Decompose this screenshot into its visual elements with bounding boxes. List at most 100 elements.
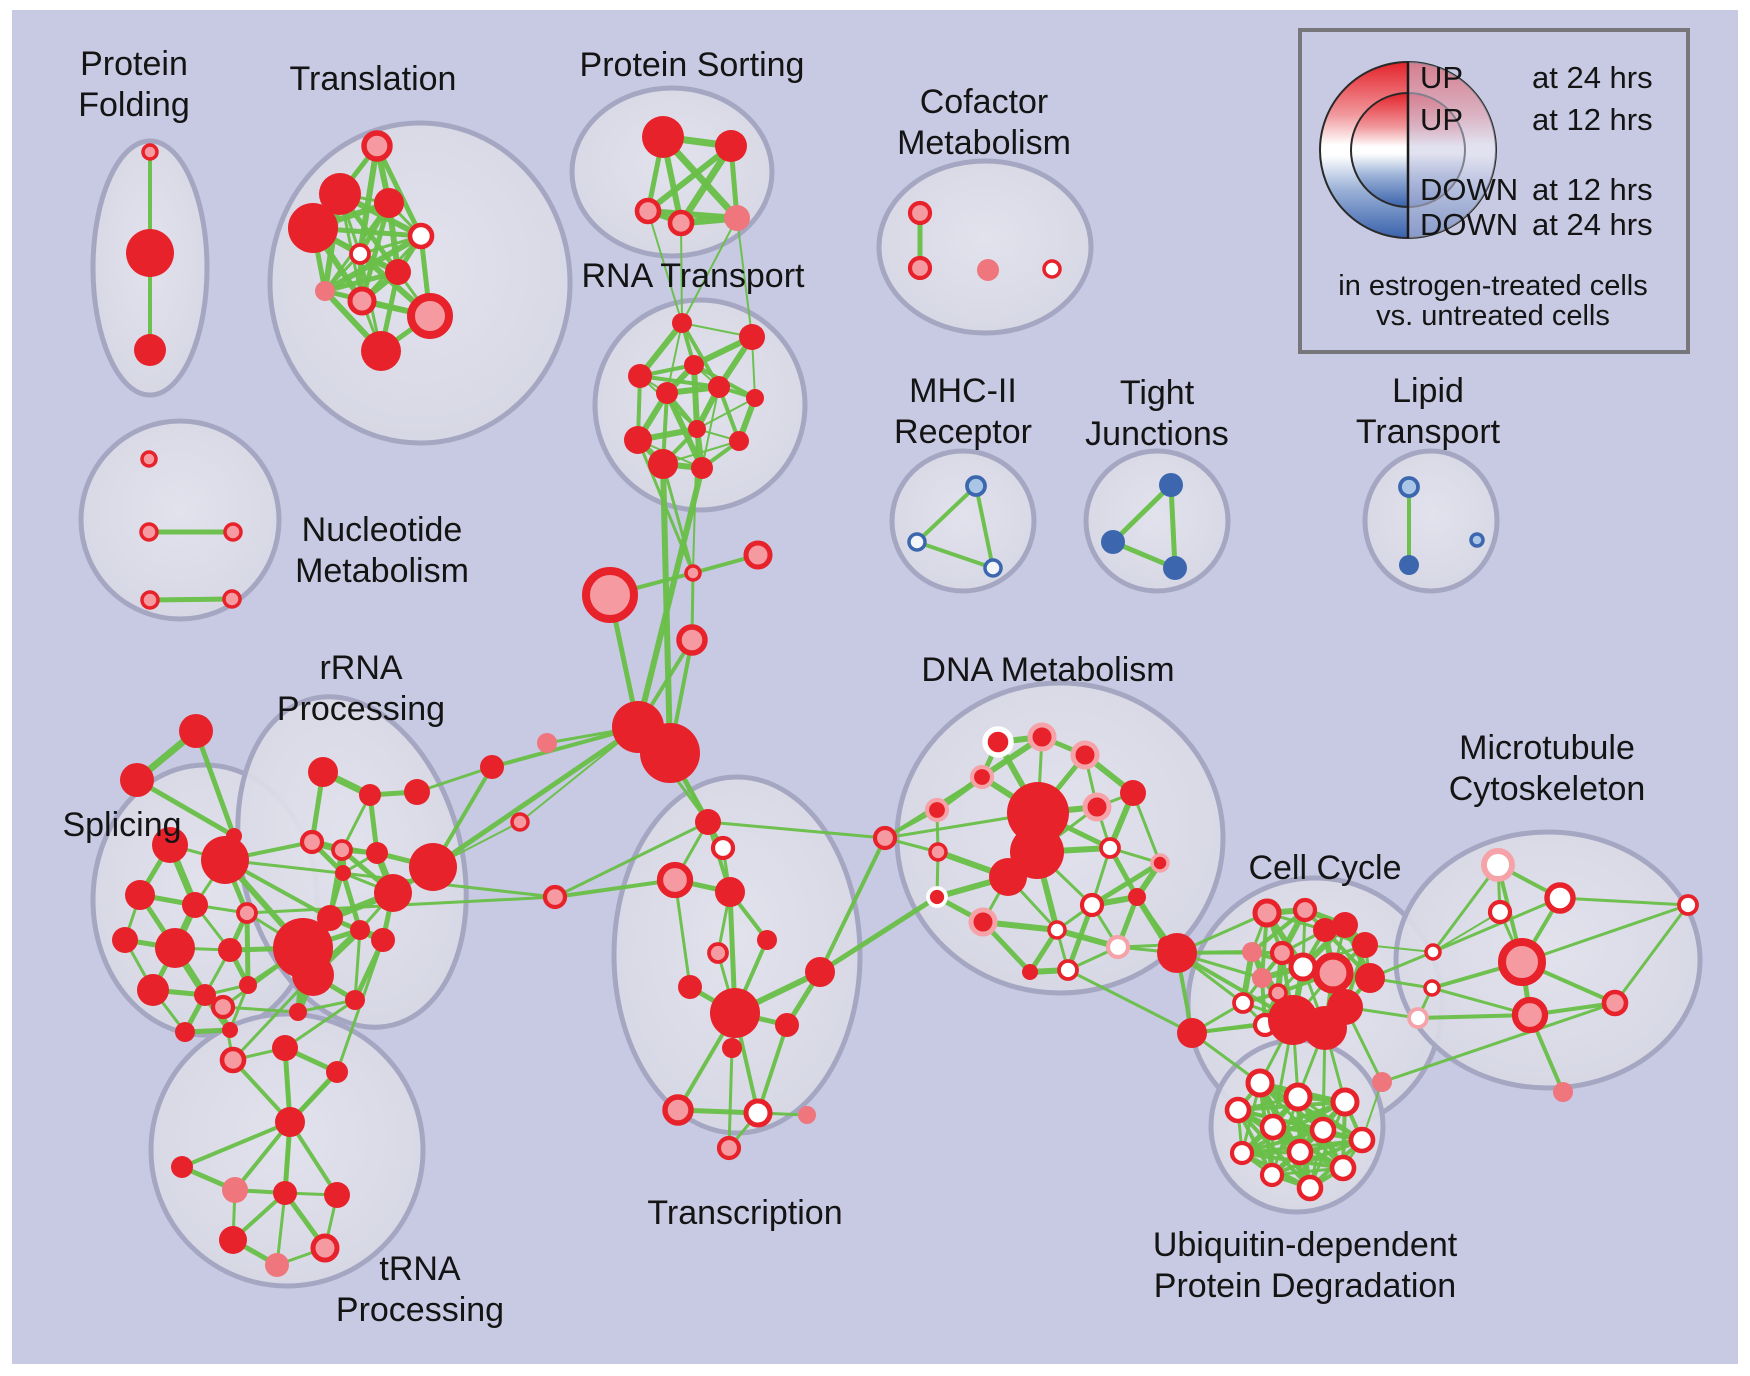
network-node[interactable]: [366, 842, 388, 864]
network-node[interactable]: [965, 475, 987, 497]
network-node[interactable]: [1332, 912, 1358, 938]
network-node[interactable]: [1601, 989, 1629, 1017]
network-node[interactable]: [656, 861, 694, 899]
network-node[interactable]: [907, 200, 933, 226]
network-node[interactable]: [1355, 963, 1385, 993]
network-node[interactable]: [1082, 792, 1112, 822]
network-node[interactable]: [179, 714, 213, 748]
network-node[interactable]: [743, 1098, 773, 1128]
network-node[interactable]: [292, 954, 334, 996]
network-node[interactable]: [359, 784, 381, 806]
network-node[interactable]: [140, 450, 158, 468]
network-node[interactable]: [969, 764, 995, 790]
network-node[interactable]: [1348, 1126, 1376, 1154]
network-node[interactable]: [1047, 920, 1067, 940]
network-node[interactable]: [1079, 892, 1105, 918]
network-node[interactable]: [648, 449, 678, 479]
network-node[interactable]: [1553, 1082, 1573, 1102]
network-node[interactable]: [194, 984, 216, 1006]
network-node[interactable]: [739, 324, 765, 350]
network-node[interactable]: [542, 884, 568, 910]
network-node[interactable]: [710, 988, 760, 1038]
network-node[interactable]: [222, 1177, 248, 1203]
network-node[interactable]: [324, 1182, 350, 1208]
network-node[interactable]: [140, 590, 160, 610]
network-node[interactable]: [134, 334, 166, 366]
network-node[interactable]: [983, 558, 1003, 578]
network-node[interactable]: [1309, 1116, 1337, 1144]
network-node[interactable]: [977, 259, 999, 281]
network-node[interactable]: [152, 827, 188, 863]
network-node[interactable]: [315, 281, 335, 301]
network-node[interactable]: [1329, 1154, 1357, 1182]
network-node[interactable]: [319, 173, 361, 215]
network-node[interactable]: [729, 431, 749, 451]
network-node[interactable]: [715, 877, 745, 907]
network-node[interactable]: [236, 902, 258, 924]
network-node[interactable]: [275, 1107, 305, 1137]
network-node[interactable]: [1407, 1007, 1429, 1029]
network-node[interactable]: [1010, 825, 1064, 879]
network-node[interactable]: [222, 1022, 238, 1038]
network-node[interactable]: [510, 812, 530, 832]
network-node[interactable]: [1469, 532, 1485, 548]
network-node[interactable]: [1352, 932, 1378, 958]
network-node[interactable]: [201, 836, 249, 884]
network-node[interactable]: [1042, 259, 1062, 279]
network-node[interactable]: [310, 1233, 340, 1263]
network-node[interactable]: [1677, 894, 1699, 916]
network-node[interactable]: [374, 874, 412, 912]
network-node[interactable]: [805, 957, 835, 987]
network-node[interactable]: [1544, 882, 1576, 914]
network-node[interactable]: [982, 726, 1014, 758]
network-node[interactable]: [968, 907, 998, 937]
network-node[interactable]: [404, 779, 430, 805]
network-node[interactable]: [757, 930, 777, 950]
network-node[interactable]: [1099, 837, 1121, 859]
network-node[interactable]: [872, 825, 898, 851]
network-node[interactable]: [1157, 933, 1197, 973]
network-node[interactable]: [1424, 943, 1442, 961]
network-node[interactable]: [223, 522, 243, 542]
network-node[interactable]: [640, 723, 700, 783]
network-node[interactable]: [1487, 899, 1513, 925]
network-node[interactable]: [662, 1094, 694, 1126]
network-node[interactable]: [1022, 964, 1038, 980]
network-node[interactable]: [317, 905, 343, 931]
network-node[interactable]: [1163, 556, 1187, 580]
network-node[interactable]: [582, 567, 638, 623]
network-node[interactable]: [634, 197, 662, 225]
network-node[interactable]: [1330, 1087, 1360, 1117]
network-node[interactable]: [1303, 1006, 1347, 1050]
network-node[interactable]: [126, 229, 174, 277]
network-node[interactable]: [628, 364, 652, 388]
network-node[interactable]: [137, 974, 169, 1006]
network-node[interactable]: [171, 1156, 193, 1178]
network-node[interactable]: [716, 1135, 742, 1161]
network-node[interactable]: [112, 927, 138, 953]
network-node[interactable]: [537, 733, 557, 753]
network-node[interactable]: [299, 829, 325, 855]
network-node[interactable]: [335, 865, 351, 881]
network-node[interactable]: [989, 858, 1027, 896]
network-node[interactable]: [1481, 848, 1515, 882]
network-node[interactable]: [667, 209, 695, 237]
network-node[interactable]: [928, 842, 948, 862]
network-node[interactable]: [120, 763, 154, 797]
network-node[interactable]: [691, 457, 713, 479]
network-node[interactable]: [1101, 530, 1125, 554]
network-node[interactable]: [1105, 934, 1131, 960]
network-node[interactable]: [175, 1022, 195, 1042]
network-node[interactable]: [1128, 888, 1146, 906]
network-node[interactable]: [265, 1253, 289, 1277]
network-node[interactable]: [141, 143, 159, 161]
network-node[interactable]: [1120, 780, 1146, 806]
network-node[interactable]: [1399, 555, 1419, 575]
network-node[interactable]: [219, 1046, 247, 1074]
network-node[interactable]: [1150, 853, 1170, 873]
network-node[interactable]: [331, 839, 353, 861]
network-node[interactable]: [907, 532, 927, 552]
network-node[interactable]: [407, 293, 453, 339]
network-node[interactable]: [695, 809, 721, 835]
network-node[interactable]: [1057, 959, 1079, 981]
